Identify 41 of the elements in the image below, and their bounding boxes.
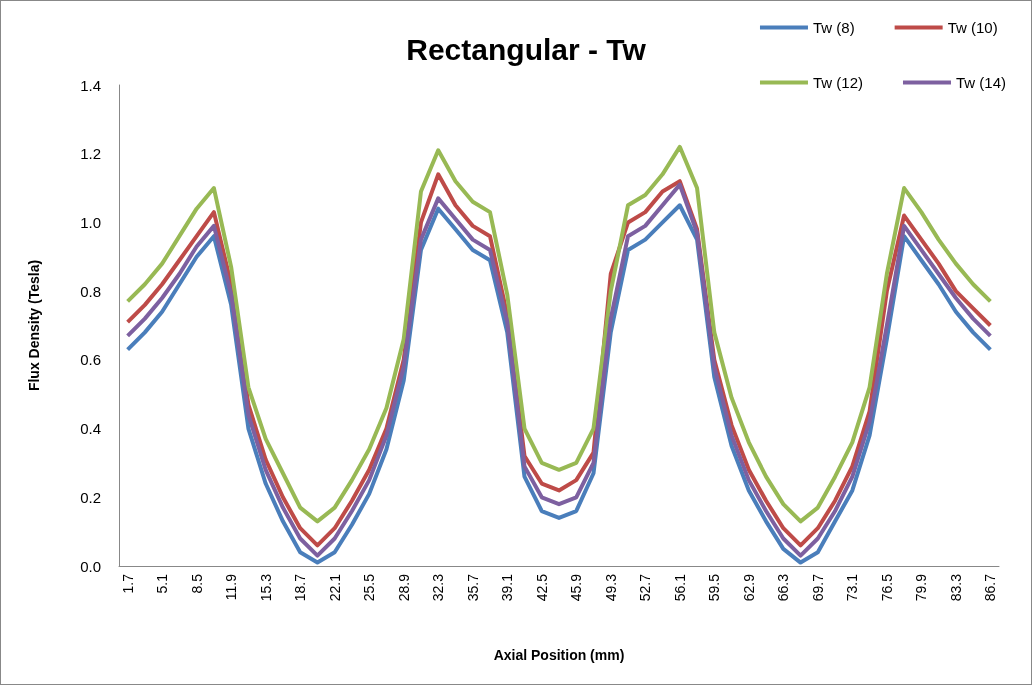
legend-label: Tw (14) — [955, 74, 1007, 91]
legend-label: Tw (8) — [812, 19, 855, 36]
x-tick-label: 1.7 — [119, 573, 136, 594]
y-tick-label: 0.8 — [80, 282, 101, 300]
x-tick-label: 22.1 — [326, 573, 343, 602]
y-tick-label: 0.0 — [80, 557, 101, 575]
x-tick-label: 18.7 — [292, 573, 309, 602]
chart-title: Rectangular - Tw — [406, 32, 647, 66]
x-tick-label: 83.3 — [947, 573, 964, 602]
legend-label: Tw (12) — [812, 74, 863, 91]
x-tick-label: 8.5 — [188, 573, 205, 594]
y-axis-title: Flux Density (Tesla) — [26, 259, 42, 392]
y-tick-label: 1.0 — [80, 213, 101, 231]
x-tick-label: 76.5 — [878, 573, 895, 602]
y-tick-label: 0.6 — [80, 351, 101, 369]
x-tick-label: 73.1 — [844, 573, 861, 602]
y-tick-label: 1.2 — [80, 145, 101, 163]
x-tick-label: 62.9 — [740, 573, 757, 602]
y-tick-label: 0.2 — [80, 488, 101, 506]
x-tick-label: 52.7 — [637, 573, 654, 602]
x-tick-label: 25.5 — [361, 573, 378, 602]
x-tick-label: 5.1 — [154, 573, 171, 594]
x-tick-label: 28.9 — [395, 573, 412, 602]
x-tick-label: 86.7 — [982, 573, 999, 602]
x-tick-label: 56.1 — [671, 573, 688, 602]
x-tick-label: 42.5 — [533, 573, 550, 602]
x-tick-label: 11.9 — [223, 573, 240, 601]
y-tick-label: 1.4 — [80, 76, 101, 94]
x-tick-label: 49.3 — [602, 573, 619, 602]
y-tick-label: 0.4 — [80, 420, 101, 438]
x-tick-label: 32.3 — [430, 573, 447, 602]
x-tick-label: 79.9 — [913, 573, 930, 602]
x-tick-label: 66.3 — [775, 573, 792, 602]
x-tick-label: 69.7 — [809, 573, 826, 602]
x-tick-label: 59.5 — [706, 573, 723, 602]
x-tick-label: 45.9 — [568, 573, 585, 602]
x-tick-label: 15.3 — [257, 573, 274, 602]
x-axis-title: Axial Position (mm) — [493, 647, 625, 663]
legend-label: Tw (10) — [947, 19, 998, 36]
x-tick-label: 35.7 — [464, 573, 481, 602]
x-tick-label: 39.1 — [499, 573, 516, 602]
